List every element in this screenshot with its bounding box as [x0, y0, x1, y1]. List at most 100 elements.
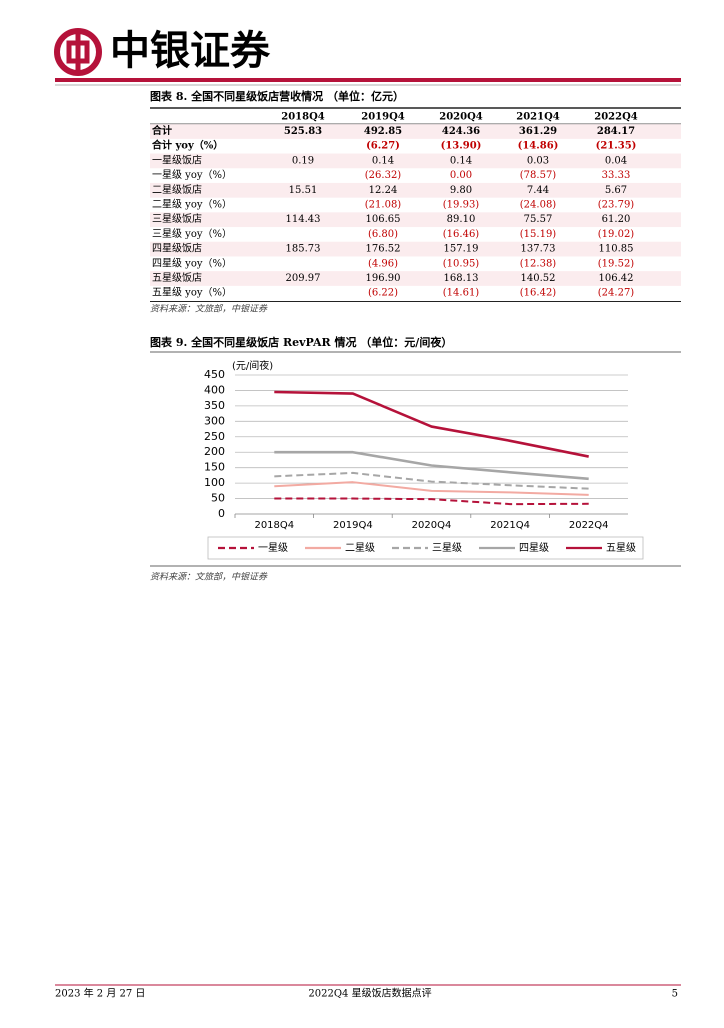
row-label: 一星级 yoy（%） [152, 169, 232, 181]
table-source: 资料来源：文旅部，中银证券 [150, 304, 268, 315]
x-tick-label: 2019Q4 [333, 520, 373, 531]
column-header: 2019Q4 [361, 112, 405, 123]
row-label: 合计 yoy（%） [151, 139, 223, 152]
y-tick-label: 200 [204, 445, 225, 458]
row-label: 二星级 yoy（%） [152, 199, 232, 211]
cell: 137.73 [521, 244, 556, 255]
row-label: 五星级饭店 [152, 271, 202, 284]
legend-label: 一星级 [258, 542, 288, 554]
cell: (14.86) [518, 141, 559, 152]
row-band [150, 212, 681, 228]
cell: 5.67 [605, 185, 627, 196]
cell: 0.19 [292, 155, 314, 166]
cell: 89.10 [447, 214, 476, 225]
cell: (24.27) [598, 288, 635, 299]
cell: (21.08) [365, 200, 402, 211]
cell: 0.14 [372, 155, 394, 166]
column-header: 2018Q4 [281, 112, 325, 123]
chart: 0 50 100 150 200 250 300 350 400 450 2018Q4 2019Q4 2… [204, 368, 644, 560]
series-line [274, 497, 589, 506]
cell: 0.00 [450, 170, 472, 181]
cell: (16.46) [443, 229, 480, 240]
legend-label: 五星级 [606, 542, 636, 554]
y-tick-label: 250 [204, 430, 225, 443]
cell: 168.13 [444, 273, 479, 284]
legend-label: 二星级 [345, 542, 375, 554]
row-band [150, 124, 681, 139]
cell: 106.65 [366, 214, 401, 225]
cell: 15.51 [289, 185, 318, 196]
cell: (15.19) [520, 229, 557, 240]
cell: 106.42 [599, 273, 634, 284]
cell: 492.85 [364, 126, 402, 137]
x-tick-label: 2022Q4 [569, 520, 609, 531]
row-label: 三星级 yoy（%） [152, 228, 232, 240]
y-tick-label: 0 [218, 507, 225, 520]
row-label: 四星级饭店 [152, 242, 202, 255]
column-header: 2021Q4 [516, 112, 560, 123]
cell: 0.14 [450, 155, 472, 166]
y-axis-label: (元/间夜) [232, 359, 273, 372]
y-tick-label: 150 [204, 461, 225, 474]
y-tick-label: 450 [204, 368, 225, 381]
footer-title: 2022Q4 星级饭店数据点评 [308, 987, 431, 1000]
cell: 33.33 [602, 170, 631, 181]
brand: 中银证券 [110, 28, 271, 74]
row-label: 合计 [151, 124, 172, 137]
cell: (23.79) [598, 200, 635, 211]
cell: (16.42) [520, 288, 557, 299]
series-line [274, 471, 589, 490]
cell: 75.57 [524, 214, 553, 225]
cell: 185.73 [286, 244, 321, 255]
chart-source: 资料来源：文旅部，中银证券 [150, 572, 268, 583]
cell: 424.36 [442, 126, 480, 137]
y-tick-label: 300 [204, 414, 225, 427]
cell: (10.95) [443, 258, 480, 269]
legend-label: 三星级 [432, 542, 462, 554]
series-line [274, 481, 589, 496]
cell: (6.22) [368, 288, 398, 299]
row-label: 四星级 yoy（%） [152, 257, 232, 269]
cell: (19.02) [598, 229, 635, 240]
cell: 140.52 [521, 273, 556, 284]
header-rule [55, 78, 681, 82]
cell: 0.04 [605, 155, 627, 166]
cell: (24.08) [520, 200, 557, 211]
footer-date: 2023 年 2 月 27 日 [55, 987, 145, 1000]
cell: 196.90 [366, 273, 401, 284]
x-tick-label: 2021Q4 [490, 520, 530, 531]
row-label: 二星级饭店 [152, 183, 202, 196]
cell: 361.29 [519, 126, 557, 137]
cell: 157.19 [444, 244, 479, 255]
series-line [274, 450, 589, 481]
cell: (13.90) [441, 141, 482, 152]
y-tick-label: 400 [204, 383, 225, 396]
cell: (21.35) [596, 141, 637, 152]
column-header: 2020Q4 [439, 112, 483, 123]
table: 2018Q4 2019Q4 2020Q4 2021Q4 2022Q4 合计 525.83 49… [150, 107, 681, 303]
row-band [150, 182, 681, 198]
cell: 209.97 [286, 273, 321, 284]
cell: 61.20 [602, 214, 631, 225]
x-tick-label: 2020Q4 [412, 520, 452, 531]
cell: (19.93) [443, 200, 480, 211]
table-title: 图表 8. 全国不同星级饭店营收情况 （单位：亿元） [150, 89, 404, 103]
cell: 110.85 [599, 244, 634, 255]
chart-title: 图表 9. 全国不同星级饭店 RevPAR 情况 （单位：元/间夜） [150, 335, 452, 349]
cell: 9.80 [450, 185, 472, 196]
footer-page: 5 [672, 989, 678, 1000]
cell: (12.38) [520, 258, 557, 269]
cell: (6.80) [368, 229, 398, 240]
row-band [150, 271, 681, 286]
cell: 7.44 [527, 185, 549, 196]
y-tick-label: 100 [204, 476, 225, 489]
cell: (19.52) [598, 258, 635, 269]
column-header: 2022Q4 [594, 112, 638, 123]
row-band [150, 153, 681, 169]
row-label: 五星级 yoy（%） [152, 287, 232, 299]
logo [54, 28, 102, 76]
cell: 12.24 [369, 185, 398, 196]
y-tick-label: 50 [211, 492, 225, 505]
